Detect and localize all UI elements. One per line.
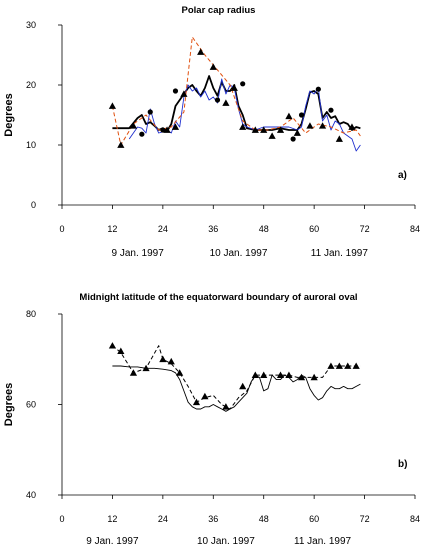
triangle-marker [335,362,343,369]
x-tick-label: 24 [158,224,168,234]
circle-marker [290,136,296,142]
triangle-marker [163,126,171,133]
triangle-marker [285,371,293,378]
triangle-marker [285,112,293,120]
circle-marker [139,131,145,137]
y-axis-label: Degrees [3,383,15,426]
triangle-marker [268,132,276,139]
circle-marker [172,88,179,94]
triangle-marker [129,122,138,129]
x-tick-label: 36 [208,514,218,524]
triangle-marker [192,398,201,406]
triangle-marker [222,403,230,410]
triangle-marker [209,63,217,70]
y-tick-label: 40 [26,490,36,500]
chart-panel-1: Polar cap radius 0 12 24 36 48 60 72 84 0 10 20 30 De… [3,5,420,259]
series-line-1 [112,365,361,412]
triangle-marker [230,84,238,91]
triangle-marker [180,90,188,97]
triangle-marker [276,126,285,133]
triangle-marker [306,122,314,129]
x-tick-label: 72 [360,514,370,524]
circle-marker [160,127,166,133]
x-tick-label: 0 [59,514,64,524]
triangle-marker [108,342,117,349]
triangle-marker [159,355,167,363]
circle-marker [298,112,305,118]
date-label-1: 9 Jan. 1997 [86,536,139,546]
x-tick-label: 12 [107,514,117,524]
circle-marker [315,86,321,92]
triangle-marker [176,369,184,376]
circle-marker [214,97,221,103]
triangle-marker [129,369,138,376]
triangle-marker [260,371,268,378]
triangle-marker [251,126,259,133]
panel-label: a) [398,170,407,181]
triangle-marker [293,129,301,136]
x-tick-label: 84 [410,514,420,524]
x-tick-label: 12 [107,224,117,234]
date-label-1: 9 Jan. 1997 [112,248,165,259]
y-tick-label: 60 [26,400,36,410]
triangle-marker [171,123,180,130]
triangle-marker [142,364,150,372]
x-tick-label: 36 [208,224,218,234]
date-label-2: 10 Jan. 1997 [210,248,268,259]
date-label-2: 10 Jan. 1997 [197,536,255,546]
triangle-marker [117,347,125,354]
y-tick-label: 80 [26,309,36,319]
triangle-marker [276,371,285,378]
y-axis-label: Degrees [3,93,15,136]
triangle-marker [239,123,247,130]
x-tick-label: 60 [309,514,319,524]
triangle-marker [197,48,205,55]
x-tick-label: 48 [259,514,269,524]
triangle-marker [318,122,327,129]
triangle-marker [297,373,306,381]
triangle-marker [222,99,230,106]
x-tick-label: 84 [410,224,420,234]
date-label-3: 11 Jan. 1997 [311,248,369,259]
y-tick-label: 10 [26,140,36,150]
x-tick-label: 48 [259,224,269,234]
triangle-marker [344,362,352,369]
series-line-2 [112,345,361,410]
series-line-3 [111,36,361,146]
chart-title: Midnight latitude of the equatorward bou… [79,292,357,303]
triangle-marker [117,141,125,148]
x-tick-label: 24 [158,514,168,524]
triangle-marker [108,102,117,109]
y-tick-label: 20 [26,80,36,90]
triangle-marker [335,135,343,142]
circle-marker [240,81,246,87]
triangle-marker [260,126,268,133]
chart-panel-2: Midnight latitude of the equatorward bou… [3,292,420,547]
triangle-marker [201,392,209,400]
date-label-3: 11 Jan. 1997 [294,536,352,546]
x-tick-label: 0 [59,224,64,234]
circle-marker [147,109,153,115]
triangle-marker [167,357,175,365]
triangle-marker [239,382,247,390]
triangle-marker [348,123,356,130]
x-tick-label: 72 [360,224,370,234]
x-tick-label: 60 [309,224,319,234]
panel-label: b) [398,459,407,470]
y-tick-label: 30 [26,20,36,30]
triangle-marker [310,373,318,381]
chart-title: Polar cap radius [182,5,256,16]
triangle-marker [251,371,259,378]
circle-marker [328,107,334,113]
triangle-marker [352,362,360,369]
triangle-marker [327,362,335,369]
y-tick-label: 0 [31,200,36,210]
